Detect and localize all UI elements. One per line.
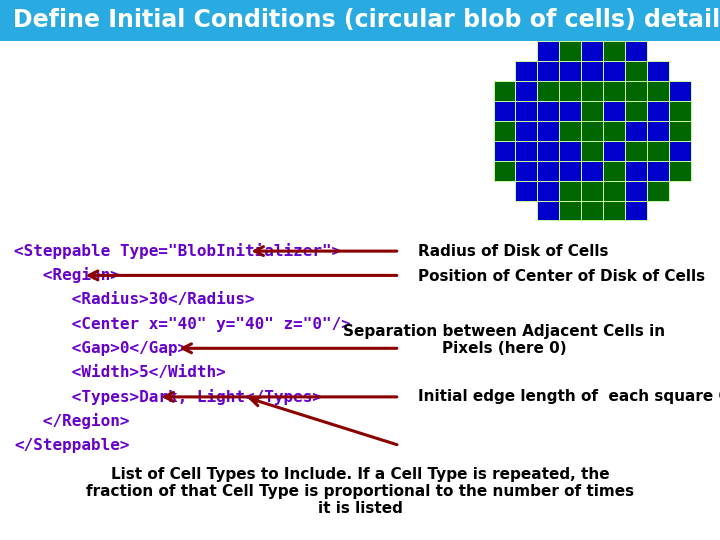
Bar <box>516 101 537 121</box>
Bar <box>647 101 669 121</box>
Bar <box>581 121 603 141</box>
Bar <box>516 141 537 161</box>
Bar <box>625 101 647 121</box>
Bar <box>559 62 581 81</box>
Bar <box>625 81 647 101</box>
Bar <box>625 42 647 62</box>
Bar <box>537 101 559 121</box>
Bar <box>581 62 603 81</box>
Text: Initial edge length of  each square Cell: Initial edge length of each square Cell <box>418 389 720 404</box>
Bar <box>603 62 625 81</box>
Bar <box>603 200 625 220</box>
Text: </Region>: </Region> <box>14 413 130 429</box>
Bar <box>669 81 691 101</box>
Bar <box>647 141 669 161</box>
Bar <box>559 42 581 62</box>
Bar <box>559 101 581 121</box>
Bar <box>537 200 559 220</box>
Bar <box>493 141 516 161</box>
Bar <box>559 181 581 200</box>
Bar <box>493 101 516 121</box>
Bar <box>625 200 647 220</box>
Bar <box>559 81 581 101</box>
Bar <box>603 161 625 181</box>
Text: </Steppable>: </Steppable> <box>14 438 130 453</box>
Bar <box>516 121 537 141</box>
Bar <box>537 141 559 161</box>
Bar <box>537 42 559 62</box>
Text: <Gap>0</Gap>: <Gap>0</Gap> <box>14 341 188 356</box>
Text: <Width>5</Width>: <Width>5</Width> <box>14 365 226 380</box>
Bar <box>559 121 581 141</box>
Bar <box>669 101 691 121</box>
Bar <box>581 42 603 62</box>
Bar <box>493 81 516 101</box>
Bar <box>647 121 669 141</box>
Bar <box>516 181 537 200</box>
Bar <box>537 81 559 101</box>
Bar <box>669 141 691 161</box>
Text: Radius of Disk of Cells: Radius of Disk of Cells <box>418 244 608 259</box>
Bar <box>603 121 625 141</box>
Bar <box>581 141 603 161</box>
Bar <box>516 62 537 81</box>
Bar <box>537 62 559 81</box>
Bar <box>647 81 669 101</box>
Bar <box>581 81 603 101</box>
Bar <box>559 161 581 181</box>
Bar <box>493 161 516 181</box>
Text: List of Cell Types to Include. If a Cell Type is repeated, the
fraction of that : List of Cell Types to Include. If a Cell… <box>86 467 634 516</box>
Bar <box>559 200 581 220</box>
Text: <Radius>30</Radius>: <Radius>30</Radius> <box>14 292 255 307</box>
Bar <box>625 141 647 161</box>
Bar <box>625 161 647 181</box>
Bar <box>581 181 603 200</box>
Text: Separation between Adjacent Cells in
Pixels (here 0): Separation between Adjacent Cells in Pix… <box>343 324 665 356</box>
Bar <box>537 161 559 181</box>
Bar <box>625 121 647 141</box>
Bar <box>581 161 603 181</box>
Bar <box>647 161 669 181</box>
Bar <box>0 0 720 40</box>
Text: <Types>Dark, Light</Types>: <Types>Dark, Light</Types> <box>14 389 323 405</box>
Bar <box>603 101 625 121</box>
Text: <Region>: <Region> <box>14 267 120 284</box>
Bar <box>581 101 603 121</box>
Bar <box>669 161 691 181</box>
Bar <box>603 81 625 101</box>
Bar <box>669 121 691 141</box>
Text: <Center x="40" y="40" z="0"/>: <Center x="40" y="40" z="0"/> <box>14 316 351 332</box>
Bar <box>581 200 603 220</box>
Bar <box>603 141 625 161</box>
Bar <box>516 81 537 101</box>
Bar <box>603 181 625 200</box>
Bar <box>559 141 581 161</box>
Bar <box>647 181 669 200</box>
Bar <box>625 62 647 81</box>
Bar <box>537 181 559 200</box>
Text: Define Initial Conditions (circular blob of cells) details:: Define Initial Conditions (circular blob… <box>13 8 720 32</box>
Bar <box>603 42 625 62</box>
Bar <box>647 62 669 81</box>
Bar <box>537 121 559 141</box>
Text: Position of Center of Disk of Cells: Position of Center of Disk of Cells <box>418 269 705 284</box>
Bar <box>625 181 647 200</box>
Bar <box>493 121 516 141</box>
Bar <box>516 161 537 181</box>
Text: <Steppable Type="BlobInitializer">: <Steppable Type="BlobInitializer"> <box>14 243 342 259</box>
